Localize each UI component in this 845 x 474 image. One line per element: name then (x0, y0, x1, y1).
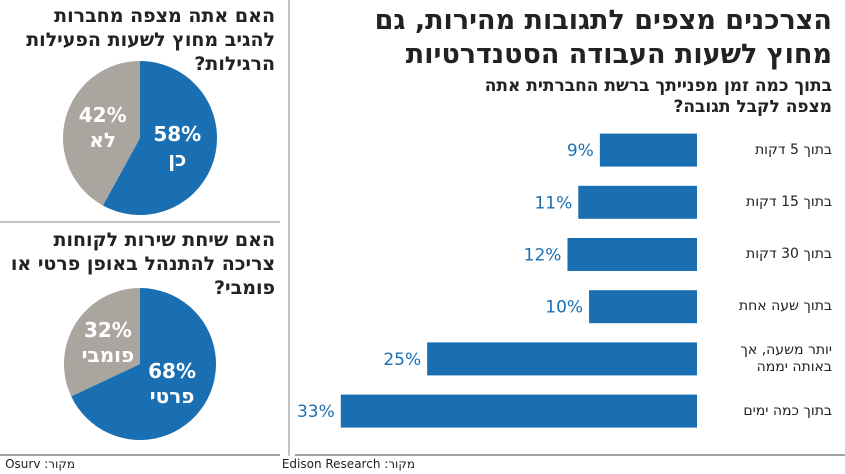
bar (340, 394, 697, 428)
value-label: 33% (297, 402, 335, 422)
category-label: יותר משעה, אך באותה יממה (740, 341, 832, 375)
value-label: 32% (84, 318, 132, 342)
value-label: 10% (545, 298, 583, 318)
category-label: פרטי (150, 384, 195, 408)
pie-slice (71, 288, 217, 440)
category-label: בתוך 5 דקות (754, 141, 832, 158)
category-label: לא (89, 128, 116, 152)
category-label: בתוך 30 דקות (746, 245, 832, 262)
category-label: בתוך 15 דקות (746, 193, 832, 210)
bar (599, 133, 697, 167)
value-label: 68% (148, 359, 196, 383)
source: מקור: Edison Research (281, 457, 415, 471)
pie-title: האם אתה מצפה מחברות להגיב מחוץ לשעות הפע… (26, 5, 275, 75)
bar (567, 238, 697, 271)
value-label: 25% (383, 350, 421, 370)
category-label: כן (168, 147, 186, 171)
bar (589, 290, 697, 324)
category-label: פומבי (82, 343, 135, 367)
value-label: 58% (153, 122, 201, 146)
pie-title: האם שיחת שירות לקוחות צריכה להתנהל באופן… (10, 229, 275, 299)
pie-slice (64, 288, 140, 397)
category-label: בתוך כמה ימים (743, 402, 832, 419)
source: מקור: Osurv (5, 457, 75, 471)
pie-slice (102, 61, 217, 215)
bar (578, 185, 697, 219)
pie-slice (62, 60, 140, 206)
chart-subtitle: בתוך כמה זמן מפנייתך ברשת החברתית אתה מצ… (484, 76, 832, 117)
value-label: 12% (524, 246, 562, 266)
value-label: 9% (567, 141, 594, 161)
category-label: בתוך שעה אחת (738, 298, 832, 315)
bar (427, 342, 697, 376)
value-label: 42% (79, 103, 127, 127)
value-label: 11% (534, 193, 572, 213)
chart-title: הצרכנים מצפים לתגובות מהירות, גם מחוץ לש… (374, 5, 832, 70)
